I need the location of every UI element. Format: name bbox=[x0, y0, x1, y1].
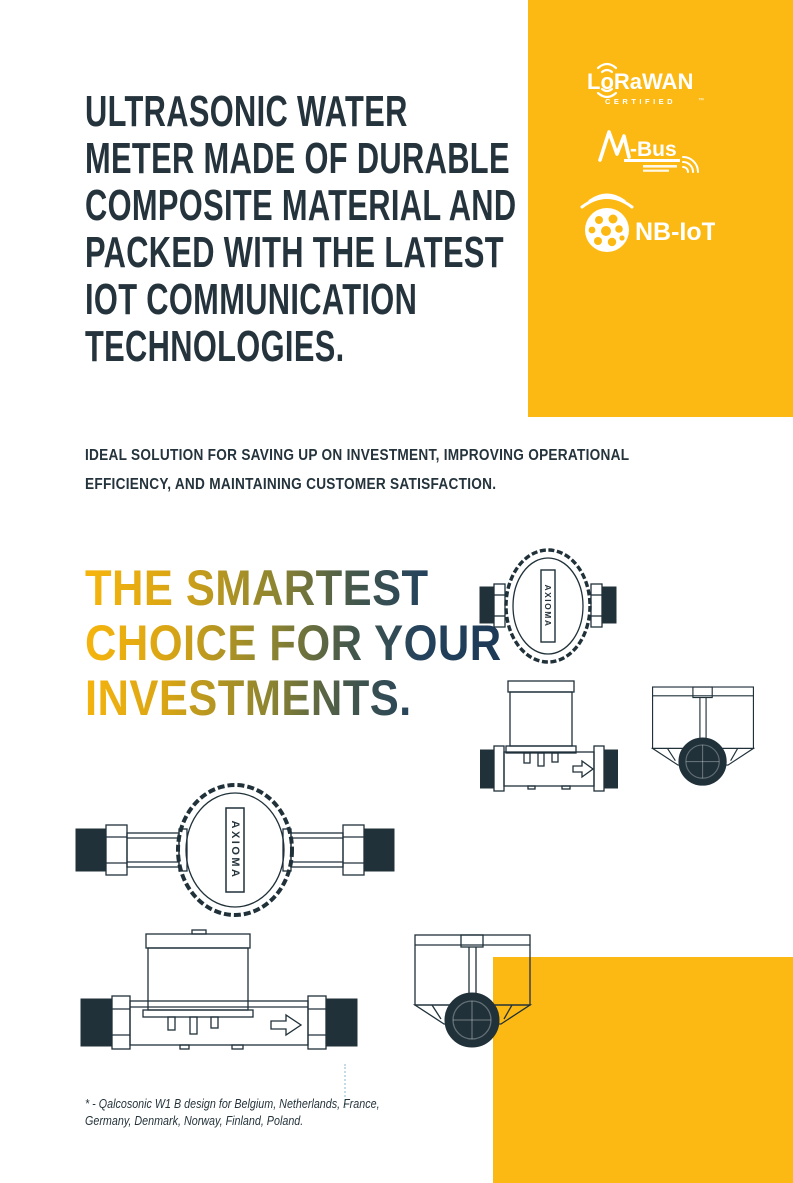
meter-label: AXIOMA bbox=[229, 821, 241, 880]
meter-side-view-small bbox=[480, 680, 618, 793]
page-headline: ULTRASONIC WATER METER MADE OF DURABLE C… bbox=[85, 87, 517, 371]
radio-waves-icon bbox=[596, 62, 618, 99]
signal-waves-icon bbox=[682, 156, 699, 173]
meter-end-view-large bbox=[410, 927, 535, 1049]
tagline-heading: THE SMARTEST CHOICE FOR YOUR INVESTMENTS… bbox=[85, 560, 502, 726]
intro-text: IDEAL SOLUTION FOR SAVING UP ON INVESTME… bbox=[85, 447, 630, 493]
lorawan-certified-text: CERTIFIED bbox=[605, 97, 676, 106]
lorawan-wordmark: LoRaWAN bbox=[587, 69, 693, 94]
lorawan-tm: ™ bbox=[698, 97, 704, 104]
mbus-underline bbox=[624, 159, 680, 162]
mbus-small-text-bar bbox=[643, 169, 669, 172]
meter-top-view-small: AXIOMA bbox=[479, 547, 617, 665]
mbus-wordmark: -Bus bbox=[630, 138, 677, 161]
nbiot-logo: NB-IoT bbox=[577, 190, 717, 254]
meter-end-view-small bbox=[648, 680, 758, 787]
nbiot-wordmark: NB-IoT bbox=[635, 218, 715, 246]
footnote: * - Qalcosonic W1 B design for Belgium, … bbox=[85, 1097, 380, 1128]
fold-mark bbox=[344, 1064, 346, 1108]
meter-top-view-large: AXIOMA bbox=[75, 782, 395, 918]
lorawan-certified-logo: LoRaWAN CERTIFIED ™ bbox=[585, 58, 711, 110]
accent-square bbox=[493, 957, 793, 1183]
mbus-m-glyph bbox=[598, 130, 631, 162]
brand-panel: LoRaWAN CERTIFIED ™ -Bus bbox=[528, 0, 793, 417]
globe-icon bbox=[585, 208, 629, 252]
mbus-small-text-bar bbox=[643, 165, 677, 168]
meter-label: AXIOMA bbox=[543, 585, 553, 628]
mbus-logo: -Bus bbox=[597, 126, 705, 176]
nbiot-waves-icon bbox=[580, 193, 634, 209]
meter-side-view-large bbox=[80, 927, 358, 1052]
